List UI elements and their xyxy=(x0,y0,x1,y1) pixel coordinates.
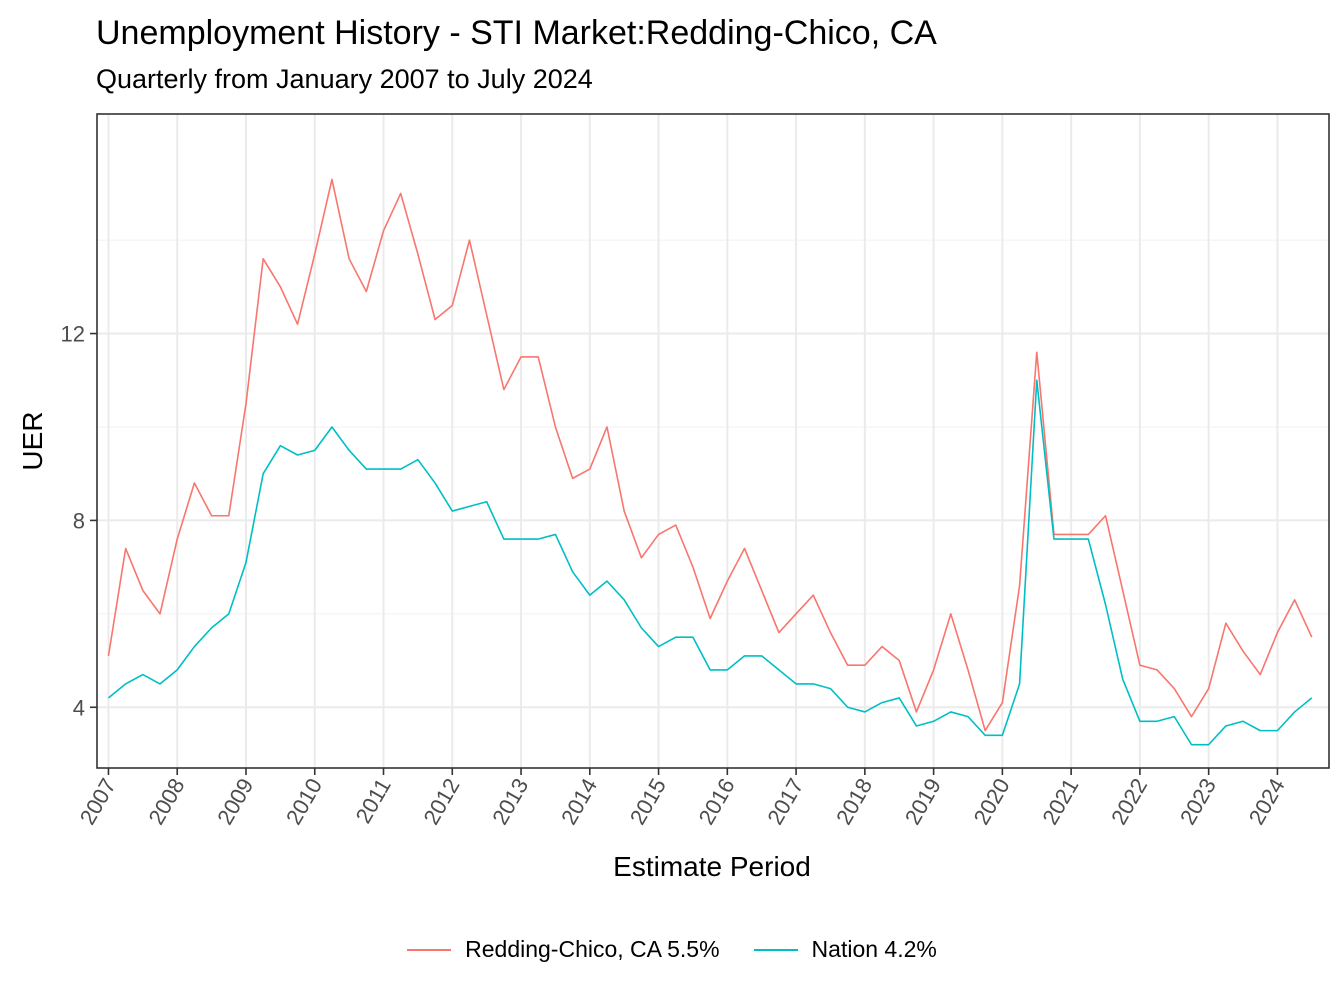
y-tick-label: 4 xyxy=(73,695,85,720)
axis-ticks xyxy=(90,332,1279,775)
x-tick-label: 2016 xyxy=(694,774,740,829)
legend-item-redding-chico: Redding-Chico, CA 5.5% xyxy=(407,936,720,963)
y-tick-label: 8 xyxy=(73,508,85,533)
x-tick-label: 2010 xyxy=(281,774,327,829)
legend: Redding-Chico, CA 5.5% Nation 4.2% xyxy=(0,936,1344,963)
y-tick-label: 12 xyxy=(61,322,85,347)
plot-panel-border xyxy=(96,113,1330,769)
axis-tick-labels: 4 8 12 2007 2008 2009 2010 2011 2012 2013 2014 2015… xyxy=(61,322,1290,829)
x-tick-label: 2023 xyxy=(1175,774,1221,829)
x-tick-label: 2017 xyxy=(762,774,808,829)
minor-gridlines xyxy=(97,239,1329,615)
x-tick-label: 2018 xyxy=(831,774,877,829)
x-tick-label: 2012 xyxy=(418,774,464,829)
x-tick-label: 2014 xyxy=(556,774,602,829)
x-axis-title: Estimate Period xyxy=(613,851,811,882)
x-tick-label: 2009 xyxy=(212,774,258,829)
legend-label-nation: Nation 4.2% xyxy=(811,936,937,962)
x-tick-label: 2015 xyxy=(625,774,671,829)
x-tick-label: 2019 xyxy=(900,774,946,829)
x-tick-label: 2007 xyxy=(75,774,121,829)
major-gridlines xyxy=(97,114,1329,768)
legend-label-redding-chico: Redding-Chico, CA 5.5% xyxy=(465,936,720,962)
series-lines xyxy=(107,178,1313,746)
x-tick-label: 2011 xyxy=(351,774,396,827)
legend-item-nation: Nation 4.2% xyxy=(753,936,937,963)
legend-key-nation xyxy=(753,948,798,951)
x-tick-label: 2008 xyxy=(143,774,189,829)
x-tick-label: 2022 xyxy=(1106,774,1152,829)
x-tick-label: 2020 xyxy=(969,774,1015,829)
x-tick-label: 2013 xyxy=(487,774,533,829)
x-tick-label: 2021 xyxy=(1037,774,1083,829)
x-tick-label: 2024 xyxy=(1244,774,1290,829)
legend-key-redding-chico xyxy=(407,948,452,951)
y-axis-title: UER xyxy=(17,411,48,470)
chart-subtitle: Quarterly from January 2007 to July 2024 xyxy=(96,64,593,94)
series-line-0 xyxy=(107,178,1313,732)
series-line-1 xyxy=(107,379,1313,746)
chart-title: Unemployment History - STI Market:Reddin… xyxy=(96,14,937,52)
